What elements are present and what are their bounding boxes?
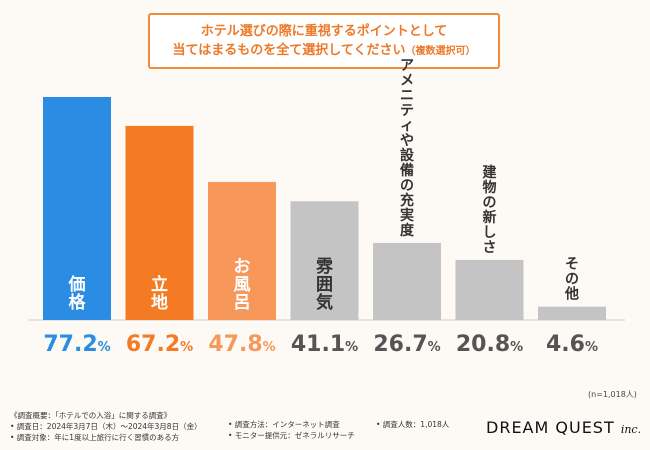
bar-4 <box>290 201 359 320</box>
value-label-6: 20.8% <box>456 332 523 357</box>
sample-size-note: (n=1,018人) <box>588 390 637 399</box>
title-note: （複数選択可） <box>405 45 476 57</box>
logo-suffix: inc. <box>620 423 642 436</box>
category-label-4: 雰囲気 <box>315 257 334 313</box>
survey-footer-col3: • 調査人数：1,018人 <box>376 419 449 430</box>
title-line2-text: 当てはまるものを全て選択してください <box>172 42 406 58</box>
category-label-5: アメニティや設備の充実度 <box>400 58 415 239</box>
category-label-2: 立地 <box>151 274 168 313</box>
survey-method: • 調査方法：インターネット調査 <box>228 420 340 429</box>
value-label-3: 47.8% <box>208 332 275 357</box>
value-label-5: 26.7% <box>373 332 440 357</box>
survey-provider: • モニター提供元：ゼネラルリサーチ <box>228 431 355 440</box>
value-label-4: 41.1% <box>291 332 358 357</box>
value-label-7: 4.6% <box>546 332 598 357</box>
bar-2 <box>125 125 194 320</box>
survey-target: • 調査対象：年に1度以上旅行に行く習慣のある方 <box>10 433 180 442</box>
bar-1 <box>43 97 111 320</box>
value-label-1: 77.2% <box>43 332 110 357</box>
chart-title-line1: ホテル選びの際に重視するポイントとして <box>200 23 448 39</box>
bar-3 <box>208 181 276 320</box>
category-label-3: お風呂 <box>234 257 251 313</box>
survey-count: • 調査人数：1,018人 <box>376 420 450 429</box>
survey-footer: 《調査概要：「ホテルでの入浴」に関する調査》 • 調査日：2024年3月7日（木… <box>10 410 202 443</box>
category-label-6: 建物の新しさ <box>483 164 497 256</box>
company-logo: DREAM QUEST inc. <box>486 418 641 437</box>
chart-title-box: ホテル選びの際に重視するポイントとして 当てはまるものを全て選択してください（複… <box>148 13 500 69</box>
bar-6 <box>455 259 524 320</box>
value-label-2: 67.2% <box>126 332 193 357</box>
survey-date: • 調査日：2024年3月7日（木）～2024年3月8日（金） <box>10 422 202 431</box>
chart-title-line2: 当てはまるものを全て選択してください（複数選択可） <box>173 41 476 61</box>
survey-footer-col2: • 調査方法：インターネット調査 • モニター提供元：ゼネラルリサーチ <box>228 419 355 441</box>
logo-main: DREAM QUEST <box>486 418 615 437</box>
survey-heading: 《調査概要：「ホテルでの入浴」に関する調査》 <box>10 411 172 420</box>
category-label-1: 価格 <box>68 274 87 313</box>
bar-7 <box>538 306 606 320</box>
bar-5 <box>373 242 441 320</box>
category-label-7: その他 <box>564 257 579 303</box>
